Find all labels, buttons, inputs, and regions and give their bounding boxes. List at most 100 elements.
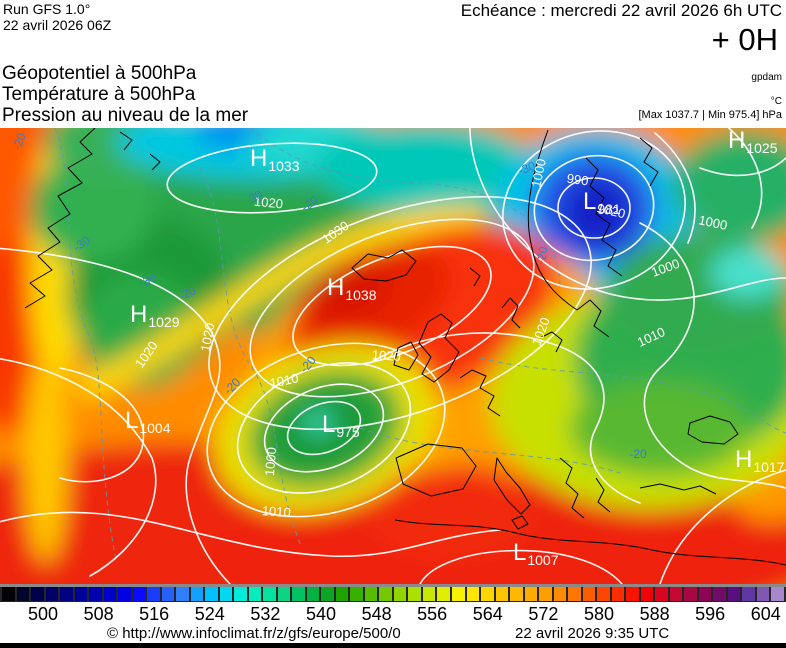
geopotential-color-scale [0,584,786,602]
pressure-center-H1033: H1033 [250,145,300,174]
color-scale-cell [551,587,567,601]
color-scale-cell [188,587,204,601]
color-scale-cell [87,587,102,601]
param-title-geopotential: Géopotentiel à 500hPa [2,63,197,84]
unit-geopotential: gpdam [751,72,782,83]
color-scale-cell [290,587,305,601]
pressure-center-L1004: L1004 [125,407,171,436]
color-scale-cell [624,587,639,601]
pressure-minmax: [Max 1037.7 | Min 975.4] hPa [638,109,783,121]
color-scale-cell [479,587,494,601]
color-scale-cell [319,587,334,601]
color-scale-cell [638,587,654,601]
color-scale-cell [508,587,523,601]
color-scale-cell [493,587,509,601]
color-scale-tick: 508 [83,604,114,624]
pressure-center-L975: L975 [322,411,360,440]
color-scale-cell [116,587,131,601]
footer: © http://www.infoclimat.fr/z/gfs/europe/… [0,624,786,642]
color-scale-cell [449,587,465,601]
color-scale-tick: 500 [27,604,59,624]
isobars [0,128,786,584]
color-scale-tick: 596 [695,604,726,624]
color-scale-cell [377,587,392,601]
copyright-url[interactable]: © http://www.infoclimat.fr/z/gfs/europe/… [107,625,401,642]
color-scale-ticks: 500 508 516 524 532 540 548 556 564 572 580 588 596 6… [0,602,786,624]
isobar-label: 1000 [262,447,279,477]
isobar-label: 1020 [371,347,401,364]
colorbar-section: 500 508 516 524 532 540 548 556 564 572 580 588 596 6… [0,584,786,648]
pressure-center-H1029: H1029 [130,301,180,330]
pressure-center-H1025: H1025 [728,128,778,156]
color-scale-cell [420,587,436,601]
color-scale-cell [696,587,712,601]
temperature-label: -30 [137,271,158,290]
color-scale-tick: 516 [139,604,170,624]
color-scale-cell [29,587,44,601]
color-scale-cell [159,587,175,601]
color-scale-cell [145,587,160,601]
valid-time-label: Echéance : mercredi 22 avril 2026 6h UTC [460,1,782,20]
color-scale-cell [580,587,596,601]
color-scale-cell [769,587,786,601]
color-scale-cell [275,587,291,601]
color-scale-tick: 524 [194,604,225,624]
param-title-mslp: Pression au niveau de la mer [2,105,249,126]
temperature-label: -20 [629,447,647,461]
isobar-label: 1020 [595,200,627,222]
isobar-label: 1020 [198,322,218,353]
color-scale-cell [348,587,363,601]
unit-temperature: °C [770,96,782,107]
color-scale-cell [754,587,770,601]
pressure-center-H1038: H1038 [327,274,377,303]
color-scale-cell [464,587,480,601]
color-scale-cell [217,587,233,601]
color-scale-tick: 588 [639,604,670,624]
color-scale-cell [522,587,538,601]
weather-map: 990 1000 1000 1000 1020 1020 1030 1020 1020 1020 1… [0,128,786,584]
model-run-date: 22 avril 2026 06Z [3,17,112,33]
model-run-label: Run GFS 1.0° [3,1,91,17]
isobar-label: 1020 [253,194,283,212]
color-scale-cell [232,587,247,601]
color-scale-tick: 564 [472,604,503,624]
isobar-label: 1000 [528,157,549,188]
color-field [0,128,786,584]
color-scale-tick: 540 [305,604,337,624]
color-scale-cell [537,587,552,601]
temperature-label: -20 [176,283,198,303]
color-scale-cell [101,587,117,601]
color-scale-cell [72,587,88,601]
color-scale-tick: 548 [361,604,392,624]
color-scale-tick: 556 [417,604,448,624]
color-scale-cell [174,587,189,601]
color-scale-cell [595,587,610,601]
color-scale-tick: 604 [750,604,781,624]
color-scale-cell [261,587,276,601]
color-scale-cell [435,587,450,601]
color-scale-cell [304,587,320,601]
color-scale-cell [246,587,262,601]
color-scale-cell [203,587,218,601]
color-scale-tick: 532 [250,604,281,624]
color-scale-cell [362,587,378,601]
color-scale-cell [58,587,73,601]
pressure-center-H1017: H1017 [735,446,785,475]
color-scale-cell [43,587,59,601]
generation-timestamp: 22 avril 2026 9:35 UTC [515,625,670,642]
header: Run GFS 1.0° 22 avril 2026 06Z Echéance … [0,0,786,128]
color-scale-cell [682,587,697,601]
color-scale-cell [653,587,668,601]
color-scale-cell [130,587,146,601]
isobar-label: 1000 [697,212,728,233]
color-scale-cell [0,587,15,601]
color-scale-cell [711,587,726,601]
isobar-label: 990 [566,171,590,189]
color-scale-cell [609,587,625,601]
color-scale-cell [391,587,407,601]
color-scale-cell [333,587,349,601]
forecast-step: + 0H [711,22,778,57]
pressure-centers: H1033 H1025 L981 H1029 H1038 L1004 L975 H1017 L1… [125,128,785,568]
